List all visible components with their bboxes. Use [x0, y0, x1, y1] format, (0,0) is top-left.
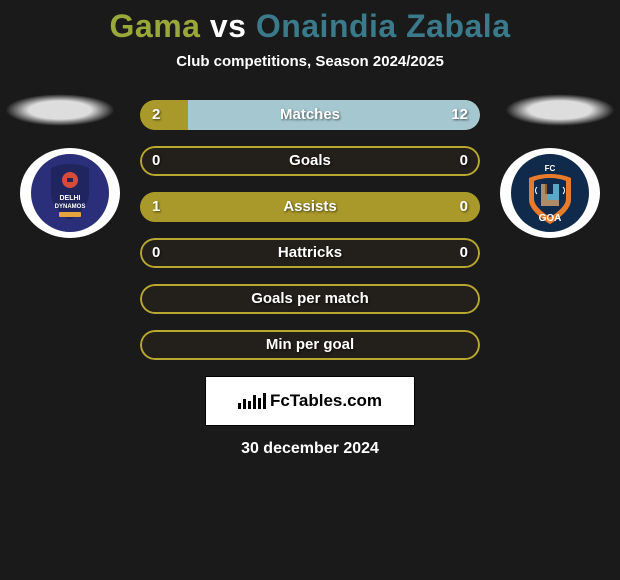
svg-text:DYNAMOS: DYNAMOS — [55, 204, 86, 210]
shield-icon: DELHI DYNAMOS — [31, 154, 109, 232]
subtitle: Club competitions, Season 2024/2025 — [0, 53, 620, 70]
stat-value-p1: 2 — [152, 100, 160, 130]
team-logo-right: FC GOA — [500, 148, 600, 238]
site-badge[interactable]: FcTables.com — [205, 376, 415, 426]
date-text: 30 december 2024 — [0, 440, 620, 458]
stat-label: Matches — [140, 100, 480, 130]
stat-bars: Matches212Goals00Assists10Hattricks00Goa… — [140, 100, 480, 360]
stat-row: Goals per match — [140, 284, 480, 314]
page-title: Gama vs Onaindia Zabala — [0, 0, 620, 45]
stat-value-p1: 0 — [152, 238, 160, 268]
stat-value-p2: 0 — [460, 146, 468, 176]
title-vs: vs — [210, 8, 247, 44]
site-name: FcTables.com — [270, 391, 382, 411]
stat-label: Assists — [140, 192, 480, 222]
stat-label: Goals — [140, 146, 480, 176]
stat-value-p2: 0 — [460, 238, 468, 268]
logo-left-shadow — [5, 94, 115, 126]
title-player1: Gama — [110, 8, 201, 44]
stat-label: Min per goal — [140, 330, 480, 360]
stat-label: Hattricks — [140, 238, 480, 268]
svg-text:GOA: GOA — [539, 213, 562, 224]
stat-row: Goals0 0 — [140, 146, 480, 176]
logo-right-shadow — [505, 94, 615, 126]
shield-icon: FC GOA — [511, 154, 589, 232]
svg-text:FC: FC — [545, 164, 556, 173]
team-logo-left: DELHI DYNAMOS — [20, 148, 120, 238]
title-player2: Onaindia Zabala — [256, 8, 511, 44]
stat-value-p2: 0 — [460, 192, 468, 222]
stat-row: Matches2 12 — [140, 100, 480, 130]
stat-value-p1: 1 — [152, 192, 160, 222]
comparison-panel: DELHI DYNAMOS FC GOA Matches212Goals00As… — [0, 100, 620, 458]
stat-row: Min per goal — [140, 330, 480, 360]
bar-chart-icon — [238, 393, 266, 409]
stat-value-p1: 0 — [152, 146, 160, 176]
stat-label: Goals per match — [140, 284, 480, 314]
stat-row: Assists1 0 — [140, 192, 480, 222]
stat-value-p2: 12 — [451, 100, 468, 130]
svg-text:DELHI: DELHI — [60, 195, 81, 202]
stat-row: Hattricks0 0 — [140, 238, 480, 268]
